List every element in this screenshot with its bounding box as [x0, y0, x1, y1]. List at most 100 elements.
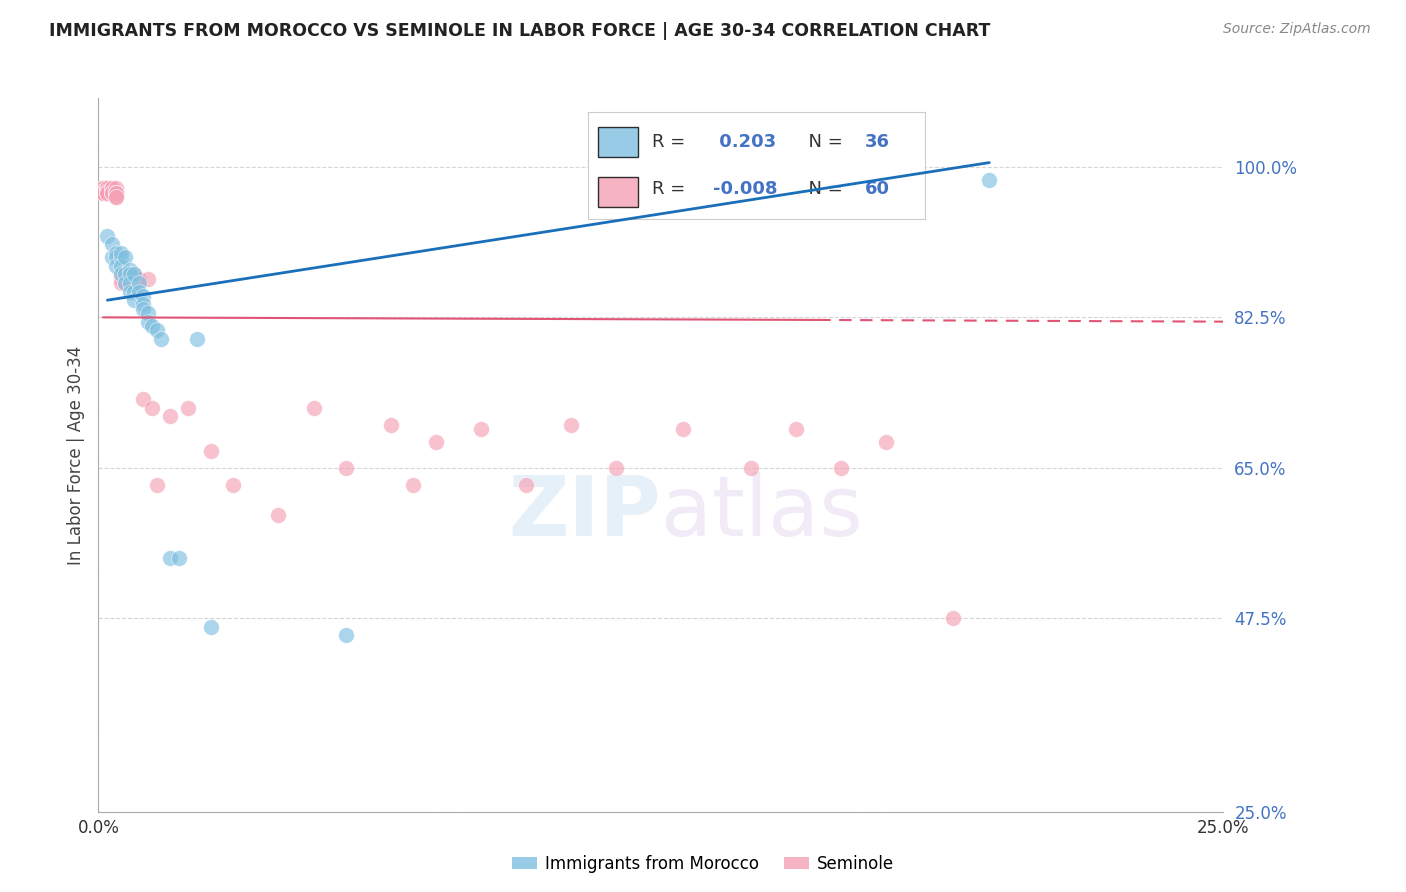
Point	[114, 250, 136, 264]
Point	[105, 190, 128, 204]
Point	[132, 301, 155, 316]
Text: Source: ZipAtlas.com: Source: ZipAtlas.com	[1223, 22, 1371, 37]
Point	[96, 186, 118, 200]
Point	[101, 250, 124, 264]
Point	[672, 422, 695, 436]
Point	[91, 181, 114, 195]
Point	[101, 186, 124, 200]
Point	[136, 315, 159, 329]
Point	[159, 551, 181, 566]
Point	[128, 271, 150, 285]
Point	[110, 250, 132, 264]
Point	[91, 186, 114, 200]
Point	[132, 392, 155, 406]
Point	[96, 181, 118, 195]
Point	[942, 611, 965, 625]
Point	[96, 228, 118, 243]
Point	[118, 268, 141, 282]
Point	[124, 268, 146, 282]
Point	[200, 443, 222, 458]
Point	[114, 276, 136, 290]
Point	[114, 271, 136, 285]
Point	[150, 332, 173, 346]
Y-axis label: In Labor Force | Age 30-34: In Labor Force | Age 30-34	[66, 345, 84, 565]
Point	[118, 271, 141, 285]
Point	[146, 323, 169, 337]
Text: ZIP: ZIP	[509, 472, 661, 552]
Point	[91, 186, 114, 200]
Point	[105, 186, 128, 200]
Text: IMMIGRANTS FROM MOROCCO VS SEMINOLE IN LABOR FORCE | AGE 30-34 CORRELATION CHART: IMMIGRANTS FROM MOROCCO VS SEMINOLE IN L…	[49, 22, 991, 40]
Point	[91, 184, 114, 198]
Point	[96, 184, 118, 198]
Point	[118, 276, 141, 290]
Point	[91, 186, 114, 200]
Point	[110, 268, 132, 282]
Point	[267, 508, 290, 522]
Point	[110, 259, 132, 273]
Point	[785, 422, 807, 436]
Point	[979, 173, 1001, 187]
Point	[105, 186, 128, 200]
Point	[96, 181, 118, 195]
Point	[124, 276, 146, 290]
Point	[91, 186, 114, 200]
Point	[402, 478, 425, 492]
Point	[132, 297, 155, 311]
Point	[222, 478, 245, 492]
Point	[96, 186, 118, 200]
Legend: Immigrants from Morocco, Seminole: Immigrants from Morocco, Seminole	[505, 848, 901, 880]
Point	[118, 285, 141, 299]
Point	[96, 181, 118, 195]
Point	[875, 435, 897, 450]
Point	[470, 422, 492, 436]
Point	[560, 417, 582, 432]
Point	[425, 435, 447, 450]
Point	[114, 268, 136, 282]
Point	[169, 551, 191, 566]
Point	[740, 460, 762, 475]
Point	[141, 401, 163, 415]
Point	[141, 318, 163, 333]
Point	[101, 181, 124, 195]
Point	[200, 620, 222, 634]
Point	[128, 276, 150, 290]
Point	[136, 306, 159, 320]
Point	[118, 263, 141, 277]
Point	[91, 181, 114, 195]
Point	[304, 401, 326, 415]
Point	[101, 186, 124, 200]
Point	[380, 417, 402, 432]
Point	[105, 181, 128, 195]
Point	[335, 460, 357, 475]
Point	[110, 271, 132, 285]
Point	[105, 259, 128, 273]
Point	[128, 285, 150, 299]
Point	[101, 237, 124, 252]
Point	[177, 401, 200, 415]
Text: atlas: atlas	[661, 472, 862, 552]
Point	[114, 276, 136, 290]
Point	[124, 268, 146, 282]
Point	[605, 460, 627, 475]
Point	[101, 186, 124, 200]
Point	[110, 245, 132, 260]
Point	[146, 478, 169, 492]
Point	[335, 628, 357, 642]
Point	[105, 245, 128, 260]
Point	[132, 289, 155, 303]
Point	[105, 186, 128, 200]
Point	[110, 268, 132, 282]
Point	[110, 276, 132, 290]
Point	[124, 293, 146, 308]
Point	[105, 190, 128, 204]
Point	[159, 409, 181, 424]
Point	[186, 332, 208, 346]
Point	[101, 181, 124, 195]
Point	[515, 478, 537, 492]
Point	[830, 460, 852, 475]
Point	[91, 181, 114, 195]
Point	[136, 271, 159, 285]
Point	[118, 276, 141, 290]
Point	[105, 250, 128, 264]
